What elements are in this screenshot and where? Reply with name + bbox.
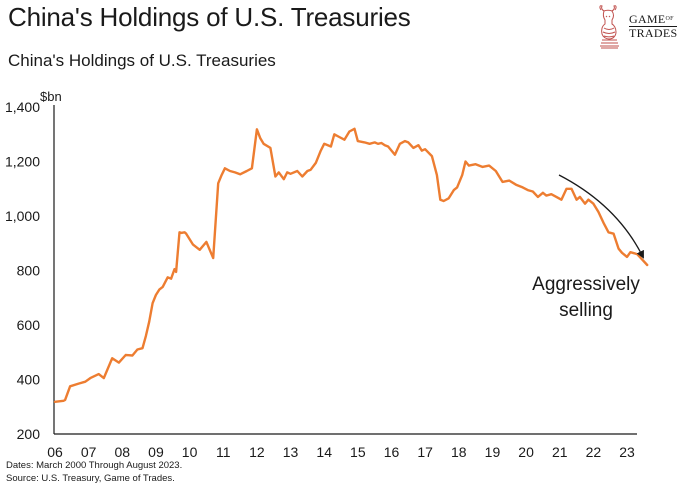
x-axis-tick-labels: 06 07 08 09 10 11 12 13 14 15 16 17 18 19 20 21 22 23 [47, 444, 635, 460]
y-tick-label: 800 [17, 263, 41, 279]
brand-word-trades: TRADES [629, 26, 678, 40]
chart-title: China's Holdings of U.S. Treasuries [8, 51, 276, 70]
x-tick-label: 18 [451, 444, 467, 460]
x-tick-label: 09 [148, 444, 164, 460]
x-tick-label: 07 [81, 444, 97, 460]
x-tick-label: 08 [115, 444, 131, 460]
bull-chess-knight-icon [599, 5, 619, 49]
source-footnote: Source: U.S. Treasury, Game of Trades. [6, 473, 175, 484]
x-tick-label: 12 [249, 444, 265, 460]
y-tick-label: 400 [17, 372, 41, 388]
x-tick-label: 14 [316, 444, 332, 460]
x-tick-label: 22 [586, 444, 602, 460]
page-title: China's Holdings of U.S. Treasuries [8, 2, 411, 32]
brand-word-game: GAME [629, 12, 666, 26]
x-tick-label: 23 [619, 444, 635, 460]
x-tick-label: 10 [182, 444, 198, 460]
annotation-arrow [558, 174, 644, 259]
dates-footnote: Dates: March 2000 Through August 2023. [6, 460, 183, 471]
brand-word-of: OF [665, 16, 674, 22]
x-tick-label: 17 [417, 444, 433, 460]
annotation-text-line2: selling [559, 300, 613, 321]
x-tick-label: 15 [350, 444, 366, 460]
annotation-aggressively-selling: Aggressively selling [532, 174, 644, 321]
x-tick-label: 16 [384, 444, 400, 460]
y-tick-label: 1,200 [5, 154, 40, 170]
x-tick-label: 19 [485, 444, 501, 460]
x-tick-label: 13 [283, 444, 299, 460]
x-tick-label: 20 [518, 444, 534, 460]
series-line-holdings [53, 127, 649, 403]
x-tick-label: 11 [216, 444, 231, 460]
y-tick-label: 1,400 [5, 99, 40, 115]
y-axis-unit-label: $bn [40, 89, 62, 104]
brand-logo: GAMEOF TRADES [593, 4, 678, 50]
annotation-text-line1: Aggressively [532, 274, 640, 295]
y-tick-label: 600 [17, 317, 41, 333]
y-tick-label: 200 [17, 426, 41, 442]
brand-wordmark: GAMEOF TRADES [629, 12, 678, 40]
y-tick-label: 1,000 [5, 208, 40, 224]
x-tick-label: 21 [552, 444, 568, 460]
x-tick-label: 06 [47, 444, 63, 460]
y-axis-tick-labels: 200 400 600 800 1,000 1,200 1,400 [5, 99, 40, 442]
